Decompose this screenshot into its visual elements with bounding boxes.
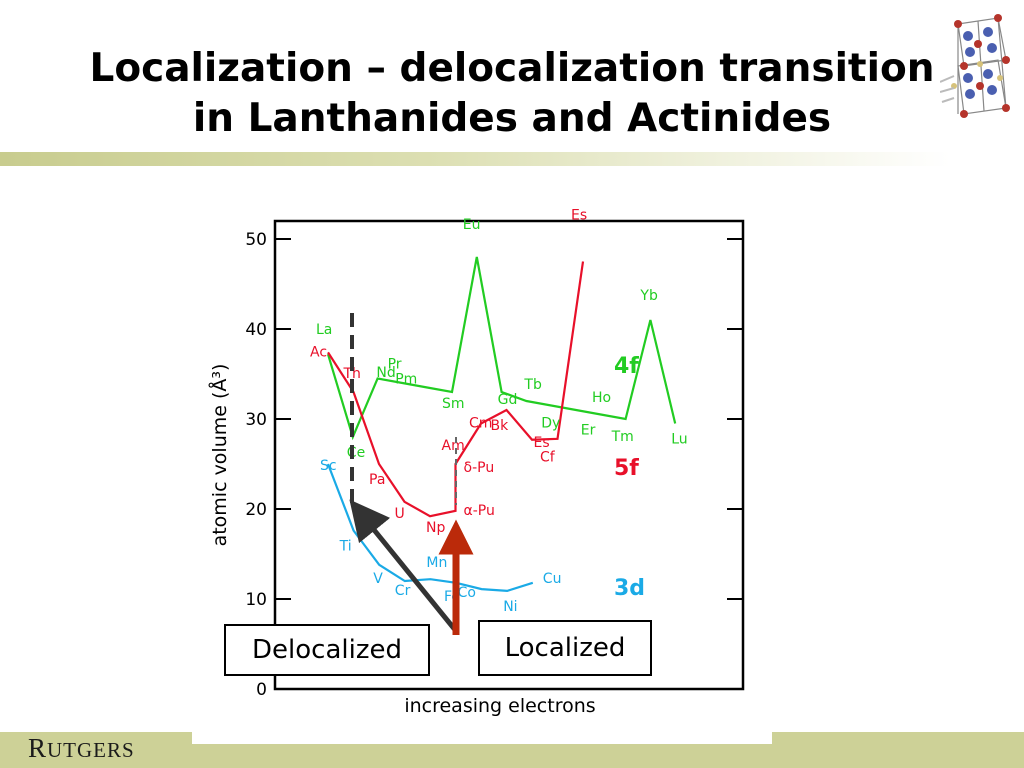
series-line-5f: [327, 261, 585, 518]
point-label: Es: [534, 435, 550, 451]
point-label: U: [395, 506, 405, 522]
point-label: Lu: [671, 432, 687, 448]
point-label: Am: [442, 438, 465, 454]
point-label: Eu: [463, 217, 481, 233]
point-label: Co: [458, 585, 476, 601]
point-label: α-Pu: [464, 503, 495, 519]
point-label: Ni: [503, 599, 517, 615]
delocalized-label-box: Delocalized: [224, 624, 430, 676]
slide-title: Localization – delocalization transition…: [0, 44, 1024, 144]
x-axis-label: increasing electrons: [404, 695, 595, 717]
point-label: Cu: [543, 571, 562, 587]
point-label: La: [316, 322, 332, 338]
series-line-4f: [326, 256, 677, 441]
series-label-4f: 4f: [614, 354, 639, 379]
localized-label-box: Localized: [478, 620, 652, 676]
point-label: δ-Pu: [464, 460, 495, 476]
logo-rest: UTGERS: [47, 738, 135, 762]
point-label: Tm: [611, 429, 634, 445]
point-label: Th: [343, 366, 361, 382]
y-tick-label: 50: [245, 230, 267, 250]
point-label: Ce: [347, 445, 365, 461]
point-label: Gd: [498, 392, 518, 408]
footer-notch: [192, 732, 772, 744]
y-tick-label: 30: [245, 410, 267, 430]
point-label: Ac: [310, 344, 327, 360]
y-axis-label: atomic volume (Å³): [208, 364, 231, 547]
point-label: Sm: [442, 396, 465, 412]
title-underline-band: [0, 152, 950, 166]
point-label: Nd: [376, 365, 395, 381]
point-label: Ti: [339, 539, 352, 555]
point-label: Pr: [388, 357, 402, 373]
rutgers-logo: RUTGERS: [28, 733, 135, 764]
point-label: Pm: [395, 372, 417, 388]
title-line-2: in Lanthanides and Actinides: [192, 96, 832, 141]
point-label: Np: [426, 520, 445, 536]
point-label: Bk: [491, 418, 510, 434]
point-label: Cm: [469, 416, 492, 432]
point-label: Cr: [395, 583, 411, 599]
y-tick-label: 10: [245, 590, 267, 610]
plot-frame: [273, 219, 745, 691]
series-label-3d: 3d: [614, 576, 645, 601]
y-tick-label: 40: [245, 320, 267, 340]
point-label: Dy: [541, 416, 560, 432]
series-label-5f: 5f: [614, 456, 639, 481]
y-tick-label: 0: [256, 680, 267, 700]
title-line-1: Localization – delocalization transition: [89, 46, 935, 91]
logo-initial: R: [28, 733, 48, 763]
point-label: V: [373, 571, 383, 587]
point-label: Cf: [540, 450, 556, 466]
point-label: Er: [581, 423, 596, 439]
point-label: Ho: [592, 390, 611, 406]
point-label: Pa: [369, 472, 385, 488]
point-label: Tb: [523, 377, 542, 393]
point-label: Sc: [320, 458, 337, 474]
point-label: Yb: [639, 288, 658, 304]
point-label: Es: [571, 208, 587, 224]
delocalized-arrow: [349, 499, 458, 633]
point-label: Mn: [426, 555, 447, 571]
crystal-structure-icon: [940, 14, 1010, 118]
y-tick-label: 20: [245, 500, 267, 520]
